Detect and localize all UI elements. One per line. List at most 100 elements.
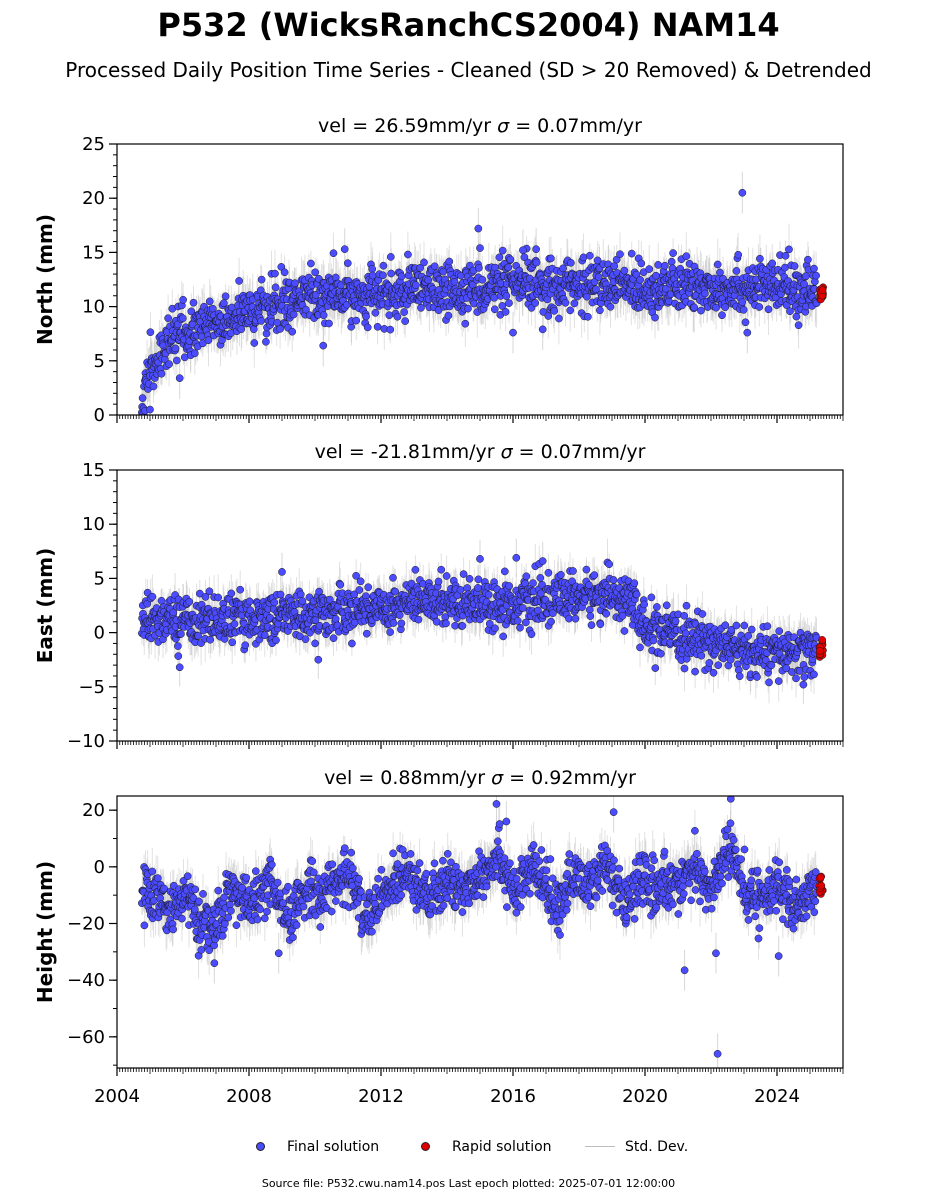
final-solution-point xyxy=(476,244,484,252)
final-solution-point xyxy=(219,299,228,307)
final-solution-point xyxy=(596,306,604,315)
chart-subtitle: Processed Daily Position Time Series - C… xyxy=(65,58,872,82)
data-layer xyxy=(138,171,827,415)
final-solution-point xyxy=(636,275,644,284)
final-solution-point xyxy=(501,308,510,316)
final-solution-point xyxy=(804,255,812,264)
final-solution-point xyxy=(593,256,602,265)
final-solution-point xyxy=(475,264,483,272)
rapid-solution-points xyxy=(816,283,827,304)
final-solution-point xyxy=(169,608,178,617)
final-solution-point xyxy=(343,259,352,268)
final-solution-point xyxy=(146,328,155,337)
final-solution-point xyxy=(464,304,472,313)
final-solution-points xyxy=(138,553,821,689)
final-solution-point xyxy=(174,652,183,660)
final-solution-point xyxy=(416,264,424,272)
final-solution-point xyxy=(662,284,670,293)
final-solution-point xyxy=(532,258,541,267)
final-solution-point xyxy=(177,630,185,638)
final-solution-point xyxy=(444,311,453,320)
data-layer xyxy=(138,538,827,704)
final-solution-point xyxy=(237,325,246,334)
final-solution-point xyxy=(632,270,641,279)
final-solution-point xyxy=(302,305,310,314)
final-solution-point xyxy=(178,314,187,323)
final-solution-point xyxy=(197,332,206,341)
final-solution-point xyxy=(289,310,298,319)
final-solution-point xyxy=(584,312,592,321)
panel-title-sigma-symbol: σ xyxy=(501,441,514,463)
final-solution-point xyxy=(257,317,266,325)
final-solution-point xyxy=(490,305,499,314)
final-solution-point xyxy=(291,279,299,288)
final-solution-point xyxy=(661,261,669,270)
final-solution-point xyxy=(583,292,591,301)
final-solution-point xyxy=(504,263,513,272)
final-solution-point xyxy=(174,642,182,650)
chart-title: P532 (WicksRanchCS2004) NAM14 xyxy=(157,6,780,44)
y-axis-label: East (mm) xyxy=(33,548,57,664)
final-solution-point xyxy=(506,255,515,264)
final-solution-point xyxy=(417,303,425,312)
final-solution-point xyxy=(654,261,663,269)
final-solution-point xyxy=(538,325,547,334)
final-solution-point xyxy=(721,303,730,312)
final-solution-point xyxy=(208,304,217,313)
final-solution-point xyxy=(585,251,594,260)
final-solution-point xyxy=(319,311,328,320)
final-solution-point xyxy=(559,264,567,273)
final-solution-point xyxy=(738,298,747,306)
final-solution-point xyxy=(764,305,773,314)
final-solution-point xyxy=(682,252,691,261)
final-solution-point xyxy=(594,273,603,281)
final-solution-point xyxy=(340,245,349,253)
final-solution-point xyxy=(734,250,743,259)
panel-title: vel = -21.81mm/yr σ = 0.07mm/yr xyxy=(315,441,646,463)
final-solution-point xyxy=(756,254,764,263)
final-solution-point xyxy=(810,264,818,273)
final-solution-point xyxy=(713,260,722,269)
panel-title-sigma: = 0.07mm/yr xyxy=(513,441,646,463)
y-axis-label: North (mm) xyxy=(33,214,57,345)
final-solution-point xyxy=(362,312,370,321)
final-solution-point xyxy=(616,250,624,259)
final-solution-point xyxy=(802,272,810,280)
final-solution-point xyxy=(385,311,394,320)
final-solution-point xyxy=(411,281,420,289)
final-solution-point xyxy=(205,297,214,306)
final-solution-point xyxy=(532,245,540,253)
final-solution-point xyxy=(544,312,553,320)
final-solution-point xyxy=(592,285,600,294)
final-solution-point xyxy=(539,308,548,316)
final-solution-point xyxy=(445,257,454,266)
final-solution-point xyxy=(667,257,676,266)
final-solution-point xyxy=(547,254,555,263)
final-solution-point xyxy=(519,246,527,255)
final-solution-point xyxy=(566,306,575,315)
final-solution-point xyxy=(288,327,297,336)
final-solution-point xyxy=(732,267,741,275)
final-solution-point xyxy=(363,323,372,332)
final-solution-point xyxy=(755,303,764,311)
final-solution-point xyxy=(645,265,654,273)
final-solution-point xyxy=(812,271,820,280)
final-solution-point xyxy=(669,249,677,257)
final-solution-point xyxy=(739,305,748,314)
final-solution-point xyxy=(690,303,699,312)
final-solution-point xyxy=(606,302,615,311)
final-solution-point xyxy=(474,224,483,233)
y-tick-label: 10 xyxy=(82,297,105,318)
rapid-solution-point xyxy=(818,286,827,295)
final-solution-point xyxy=(325,319,333,328)
final-solution-point xyxy=(276,325,284,333)
final-solution-point xyxy=(271,269,279,278)
panel-title-velocity: vel = -21.81mm/yr xyxy=(315,441,501,463)
final-solution-point xyxy=(712,303,720,312)
final-solution-point xyxy=(157,369,166,378)
final-solution-point xyxy=(610,262,619,270)
final-solution-point xyxy=(567,258,575,267)
final-solution-point xyxy=(450,278,459,286)
final-solution-point xyxy=(637,259,646,268)
final-solution-point xyxy=(171,344,180,353)
